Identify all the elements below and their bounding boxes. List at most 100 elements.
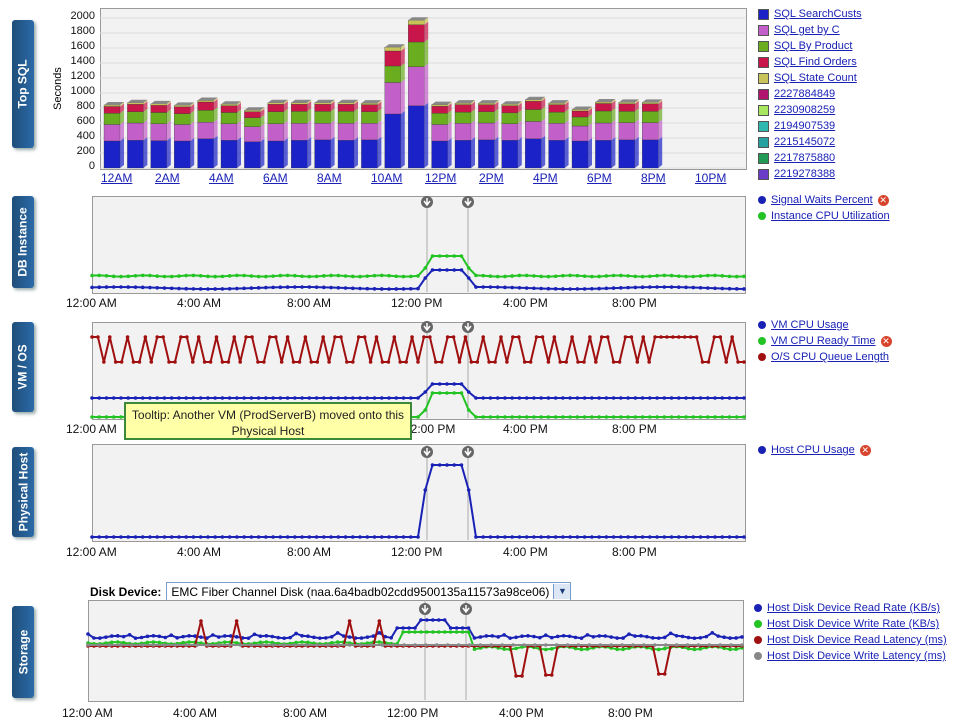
arrow-down-icon[interactable] xyxy=(421,196,433,208)
bar-side xyxy=(120,110,124,125)
host-cpu-series[interactable] xyxy=(90,463,746,539)
legend-label[interactable]: Host Disk Device Read Rate (KB/s) xyxy=(767,602,940,614)
legend-label[interactable]: 2219278388 xyxy=(774,168,836,180)
x-tick-link[interactable]: 10PM xyxy=(695,171,727,185)
x-tick-link[interactable]: 6AM xyxy=(263,171,288,185)
bar-side xyxy=(354,120,358,141)
legend-label[interactable]: Signal Waits Percent xyxy=(771,194,873,206)
legend-item[interactable]: Instance CPU Utilization xyxy=(758,208,890,224)
x-tick-link[interactable]: 4AM xyxy=(209,171,234,185)
bar-side xyxy=(166,120,171,141)
bar-cap xyxy=(501,101,522,105)
x-tick-label: 4:00 PM xyxy=(503,545,548,559)
arrow-down-icon[interactable] xyxy=(462,321,474,333)
arrow-down-icon[interactable] xyxy=(462,196,474,208)
cpu-queue-series[interactable] xyxy=(90,335,746,364)
legend-label[interactable]: 2230908259 xyxy=(774,104,836,116)
legend-label[interactable]: Host Disk Device Read Latency (ms) xyxy=(767,634,947,646)
x-tick-link[interactable]: 12PM xyxy=(425,171,457,185)
legend-item[interactable]: Signal Waits Percent ✕ xyxy=(758,192,890,208)
tab-physical-host[interactable]: Physical Host xyxy=(12,447,34,537)
vm-cpu-usage-series[interactable] xyxy=(90,382,746,400)
bar-cap xyxy=(525,96,546,100)
disk-device-selector: Disk Device: EMC Fiber Channel Disk (naa… xyxy=(90,582,572,601)
legend-item[interactable]: Host CPU Usage ✕ xyxy=(758,442,871,458)
x-tick-link[interactable]: 4PM xyxy=(533,171,558,185)
x-tick-link[interactable]: 8PM xyxy=(641,171,666,185)
arrow-down-icon[interactable] xyxy=(460,603,472,615)
legend-label[interactable]: Host CPU Usage xyxy=(771,444,855,456)
legend-item[interactable]: VM CPU Usage xyxy=(758,317,892,333)
legend-label[interactable]: Host Disk Device Write Latency (ms) xyxy=(767,650,946,662)
legend-label[interactable]: Host Disk Device Write Rate (KB/s) xyxy=(767,618,940,630)
bar-side xyxy=(400,111,405,168)
x-tick-link[interactable]: 2AM xyxy=(155,171,180,185)
legend-item[interactable]: SQL get by C xyxy=(758,22,862,38)
legend-label[interactable]: SQL SearchCusts xyxy=(774,8,862,20)
bar-side xyxy=(634,99,639,104)
x-tick-link[interactable]: 6PM xyxy=(587,171,612,185)
legend-item[interactable]: SQL By Product xyxy=(758,38,862,54)
legend-item[interactable]: 2217875880 xyxy=(758,150,862,166)
legend-item[interactable]: 2219278388 xyxy=(758,166,862,182)
arrow-down-icon[interactable] xyxy=(421,446,433,458)
legend-label[interactable]: VM CPU Usage xyxy=(771,319,849,331)
legend-label[interactable]: 2215145072 xyxy=(774,136,836,148)
legend-item[interactable]: 2215145072 xyxy=(758,134,862,150)
disk-read-rate-series[interactable] xyxy=(86,618,744,640)
bar-side xyxy=(377,120,382,140)
legend-label[interactable]: O/S CPU Queue Length xyxy=(771,351,890,363)
disk-write-rate-series[interactable] xyxy=(86,630,744,652)
tab-db-instance[interactable]: DB Instance xyxy=(12,196,34,288)
legend-item[interactable]: 2230908259 xyxy=(758,102,862,118)
legend-label[interactable]: VM CPU Ready Time xyxy=(771,335,876,347)
bar-side xyxy=(213,119,218,139)
legend-label[interactable]: 2217875880 xyxy=(774,152,836,164)
signal-waits-series[interactable] xyxy=(90,268,746,291)
close-x-icon[interactable]: ✕ xyxy=(877,194,889,206)
bar-side xyxy=(564,120,569,141)
legend-label[interactable]: 2227884849 xyxy=(774,88,836,100)
bar-side xyxy=(190,138,195,168)
close-x-icon[interactable]: ✕ xyxy=(859,444,871,456)
legend-item[interactable]: Host Disk Device Read Latency (ms) xyxy=(754,632,947,648)
arrow-down-icon[interactable] xyxy=(462,446,474,458)
legend-label[interactable]: SQL get by C xyxy=(774,24,840,36)
x-tick-link[interactable]: 2PM xyxy=(479,171,504,185)
bar-side xyxy=(354,101,358,112)
disk-write-latency-series[interactable] xyxy=(86,643,744,647)
bar-side xyxy=(588,106,592,111)
disk-device-dropdown[interactable]: EMC Fiber Channel Disk (naa.6a4badb02cdd… xyxy=(166,582,572,601)
bar-side xyxy=(471,101,475,113)
tab-top-sql[interactable]: Top SQL xyxy=(12,20,34,148)
x-tick-link[interactable]: 10AM xyxy=(371,171,403,185)
x-tick-link[interactable]: 8AM xyxy=(317,171,342,185)
legend-item[interactable]: 2194907539 xyxy=(758,118,862,134)
legend-item[interactable]: Host Disk Device Write Latency (ms) xyxy=(754,648,947,664)
legend-label[interactable]: SQL State Count xyxy=(774,72,857,84)
chevron-down-icon[interactable]: ▼ xyxy=(553,584,571,599)
legend-item[interactable]: SQL Find Orders xyxy=(758,54,862,70)
close-x-icon[interactable]: ✕ xyxy=(880,335,892,347)
arrow-down-icon[interactable] xyxy=(419,603,431,615)
legend-item[interactable]: 2227884849 xyxy=(758,86,862,102)
legend-item[interactable]: VM CPU Ready Time ✕ xyxy=(758,333,892,349)
bar-side xyxy=(307,108,312,124)
legend-item[interactable]: O/S CPU Queue Length xyxy=(758,349,892,365)
legend-item[interactable]: SQL SearchCusts xyxy=(758,6,862,22)
legend-label[interactable]: SQL By Product xyxy=(774,40,853,52)
legend-label[interactable]: Instance CPU Utilization xyxy=(771,210,890,222)
legend-label[interactable]: SQL Find Orders xyxy=(774,56,857,68)
tab-storage[interactable]: Storage xyxy=(12,606,34,698)
legend-item[interactable]: Host Disk Device Write Rate (KB/s) xyxy=(754,616,947,632)
instance-cpu-series[interactable] xyxy=(90,254,746,279)
arrow-down-icon[interactable] xyxy=(421,321,433,333)
bar-side xyxy=(494,108,499,123)
legend-item[interactable]: Host Disk Device Read Rate (KB/s) xyxy=(754,600,947,616)
x-tick-label: 4:00 PM xyxy=(503,296,548,310)
legend-label[interactable]: 2194907539 xyxy=(774,120,836,132)
legend-item[interactable]: SQL State Count xyxy=(758,70,862,86)
tab-vm-os[interactable]: VM / OS xyxy=(12,322,34,412)
x-tick-link[interactable]: 12AM xyxy=(101,171,133,185)
